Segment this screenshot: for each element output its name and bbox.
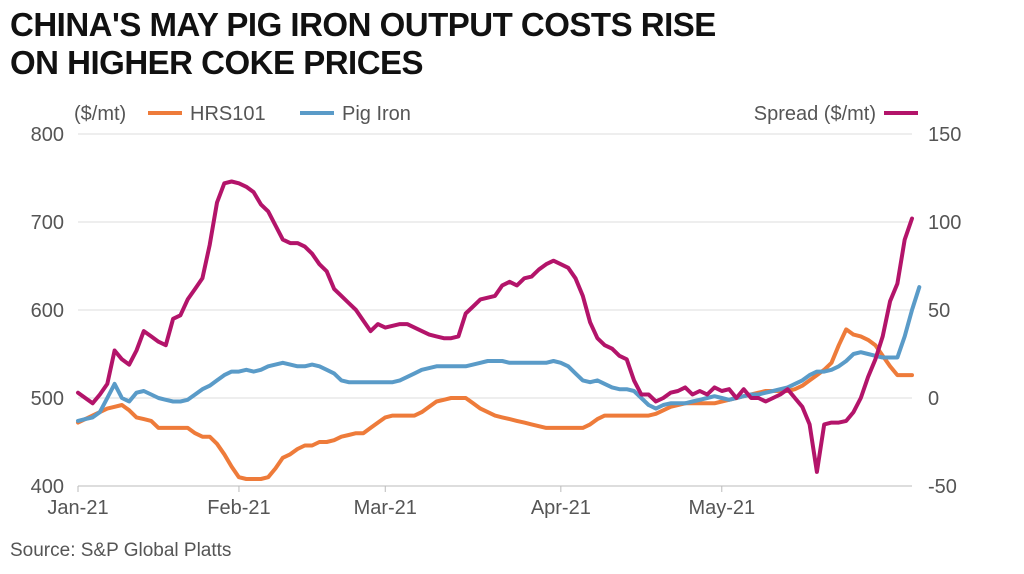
y-left-tick-label: 400: [31, 476, 64, 498]
y-left-tick-label: 800: [31, 124, 64, 146]
series-line-hrs101: [76, 327, 914, 481]
left-axis-unit-label: ($/mt): [74, 103, 126, 125]
x-tick-label: Mar-21: [354, 497, 417, 519]
y-left-tick-label: 700: [31, 212, 64, 234]
y-right-tick-label: -50: [928, 476, 957, 498]
left-axis: 400 500 600 700 800: [31, 124, 64, 498]
x-tick-label: Jan-21: [47, 497, 108, 519]
y-right-tick-label: 50: [928, 300, 950, 322]
series-line-spread-mt: [76, 179, 914, 474]
legend-label-hrs101: HRS101: [190, 103, 266, 125]
series-lines: [76, 179, 922, 481]
y-left-tick-label: 600: [31, 300, 64, 322]
legend-label-spread: Spread ($/mt): [754, 103, 876, 125]
legend-label-pig-iron: Pig Iron: [342, 103, 411, 125]
y-right-tick-label: 0: [928, 388, 939, 410]
x-tick-label: May-21: [688, 497, 755, 519]
x-axis: Jan-21 Feb-21 Mar-21 Apr-21 May-21: [47, 486, 755, 519]
legend: ($/mt) HRS101 Pig Iron Spread ($/mt): [74, 103, 918, 125]
source-note: Source: S&P Global Platts: [10, 540, 232, 561]
series-line-pig-iron: [76, 285, 922, 423]
y-left-tick-label: 500: [31, 388, 64, 410]
y-right-tick-label: 150: [928, 124, 961, 146]
x-tick-label: Apr-21: [531, 497, 591, 519]
title-line-2: ON HIGHER COKE PRICES: [10, 44, 424, 81]
x-tick-label: Feb-21: [207, 497, 270, 519]
title-line-1: CHINA'S MAY PIG IRON OUTPUT COSTS RISE: [10, 6, 716, 43]
gridlines: [78, 133, 912, 487]
right-axis: -50 0 50 100 150: [928, 124, 961, 498]
y-right-tick-label: 100: [928, 212, 961, 234]
chart-title: CHINA'S MAY PIG IRON OUTPUT COSTS RISE O…: [10, 6, 716, 82]
